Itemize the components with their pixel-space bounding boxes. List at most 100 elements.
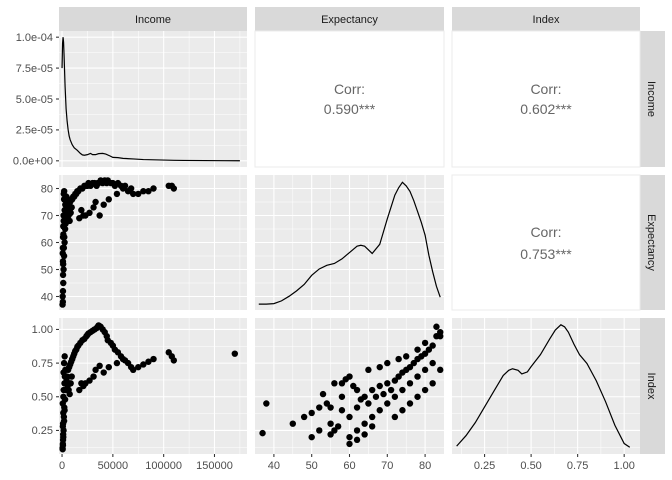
expectancy-index-point bbox=[361, 393, 368, 400]
expectancy-index-point bbox=[384, 359, 391, 367]
expectancy-index-point bbox=[342, 376, 349, 383]
panel-scatter-income-index bbox=[59, 318, 247, 454]
income-index-point bbox=[59, 400, 66, 407]
x-axis-income-tick-label: 150000 bbox=[196, 460, 233, 472]
income-index-point bbox=[135, 363, 142, 371]
expectancy-index-point bbox=[437, 366, 444, 374]
income-index-point bbox=[82, 380, 89, 387]
expectancy-index-point bbox=[338, 407, 346, 414]
expectancy-index-point bbox=[338, 393, 346, 400]
income-index-point bbox=[60, 386, 67, 394]
expectancy-index-point bbox=[421, 366, 429, 374]
expectancy-index-point bbox=[406, 380, 414, 387]
income-expectancy-point bbox=[121, 182, 129, 189]
y-axis-density-tick-label: 7.5e-05 bbox=[16, 63, 53, 75]
expectancy-index-point bbox=[361, 420, 368, 427]
income-expectancy-point bbox=[59, 271, 67, 279]
income-index-point bbox=[90, 373, 97, 380]
strip-top-expectancy-label: Expectancy bbox=[321, 14, 378, 26]
expectancy-index-point bbox=[437, 332, 444, 340]
expectancy-index-point bbox=[353, 404, 361, 411]
x-axis-income-tick-label: 100000 bbox=[145, 460, 182, 472]
expectancy-index-point bbox=[429, 342, 436, 349]
expectancy-index-point bbox=[361, 431, 368, 438]
income-expectancy-point bbox=[60, 279, 67, 287]
income-expectancy-point bbox=[170, 185, 178, 192]
income-expectancy-point bbox=[140, 188, 147, 195]
income-expectancy-point bbox=[68, 204, 75, 211]
expectancy-index-point bbox=[395, 355, 402, 363]
x-axis-income-tick-label: 50000 bbox=[98, 460, 129, 472]
corr-value-income-expectancy: 0.590*** bbox=[324, 101, 376, 117]
expectancy-index-point bbox=[376, 363, 383, 371]
income-index-point bbox=[68, 373, 75, 380]
expectancy-index-point bbox=[368, 423, 376, 430]
expectancy-index-point bbox=[316, 427, 323, 434]
income-expectancy-point bbox=[59, 293, 66, 300]
expectancy-index-point bbox=[433, 323, 440, 330]
income-expectancy-point bbox=[96, 212, 103, 219]
x-axis-index-tick-label: 0.50 bbox=[520, 460, 541, 472]
income-index-point bbox=[76, 386, 83, 394]
income-index-point bbox=[92, 366, 99, 374]
income-index-point bbox=[59, 446, 66, 453]
y-axis-index-tick-label: 1.00 bbox=[32, 324, 53, 336]
expectancy-index-point bbox=[421, 350, 429, 357]
income-expectancy-point bbox=[59, 287, 67, 295]
expectancy-index-point bbox=[308, 409, 315, 417]
income-expectancy-point bbox=[92, 198, 99, 206]
expectancy-index-point bbox=[395, 373, 402, 380]
expectancy-index-point bbox=[327, 431, 334, 438]
income-expectancy-point bbox=[66, 217, 73, 225]
expectancy-index-point bbox=[406, 400, 414, 407]
panel-corr-expectancy-index bbox=[451, 174, 641, 311]
y-axis-expectancy-tick-label: 50 bbox=[41, 264, 53, 276]
income-density-curve bbox=[61, 37, 240, 162]
expectancy-index-point bbox=[316, 404, 323, 411]
expectancy-index-point bbox=[421, 386, 429, 394]
expectancy-index-point bbox=[353, 386, 361, 394]
income-expectancy-point bbox=[78, 206, 85, 214]
strip-right-income bbox=[640, 31, 665, 167]
income-index-point bbox=[60, 359, 68, 367]
y-axis-expectancy-tick-label: 60 bbox=[41, 237, 53, 249]
expectancy-index-point bbox=[391, 413, 399, 421]
axes-layer: 0.0e+00 2.5e-05 5.0e-05 7.5e-05 1.0e-04 40 50 6… bbox=[13, 32, 635, 472]
x-axis-expectancy-tick-label: 40 bbox=[268, 460, 280, 472]
y-axis-density-tick-label: 0.0e+00 bbox=[13, 156, 53, 168]
income-expectancy-point bbox=[61, 239, 68, 246]
expectancy-index-point bbox=[399, 386, 406, 394]
expectancy-index-point bbox=[372, 393, 380, 400]
strip-top-index bbox=[452, 7, 640, 31]
income-expectancy-point bbox=[59, 233, 67, 241]
expectancy-index-point bbox=[331, 427, 338, 434]
income-index-point bbox=[140, 361, 147, 368]
income-index-point bbox=[105, 363, 112, 371]
income-index-point bbox=[59, 436, 67, 444]
expectancy-index-point bbox=[346, 413, 353, 421]
expectancy-index-point bbox=[338, 380, 346, 387]
expectancy-index-point bbox=[429, 380, 436, 387]
income-index-point bbox=[60, 409, 67, 417]
expectancy-index-point bbox=[414, 393, 421, 400]
expectancy-index-point bbox=[376, 382, 383, 390]
expectancy-index-point bbox=[421, 339, 429, 347]
expectancy-index-point bbox=[410, 359, 417, 367]
income-expectancy-point bbox=[135, 190, 142, 198]
y-axis-density-tick-label: 1.0e-04 bbox=[16, 32, 53, 44]
expectancy-index-point bbox=[406, 363, 414, 371]
income-expectancy-point bbox=[60, 266, 67, 273]
y-axis-expectancy-tick-label: 70 bbox=[41, 210, 53, 222]
expectancy-index-point bbox=[425, 346, 433, 353]
income-index-point bbox=[100, 369, 107, 376]
income-index-point bbox=[61, 353, 68, 360]
expectancy-index-point bbox=[384, 400, 391, 407]
expectancy-index-point bbox=[391, 377, 399, 384]
expectancy-index-point bbox=[387, 386, 395, 394]
y-axis-density-tick-label: 5.0e-05 bbox=[16, 94, 53, 106]
expectancy-index-point bbox=[334, 423, 342, 430]
income-index-point bbox=[113, 359, 121, 367]
expectancy-index-point bbox=[259, 429, 266, 437]
expectancy-index-point bbox=[384, 380, 391, 387]
